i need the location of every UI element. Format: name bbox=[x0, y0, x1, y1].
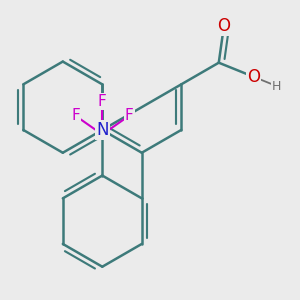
Text: O: O bbox=[218, 17, 230, 35]
Text: O: O bbox=[247, 68, 260, 86]
Text: H: H bbox=[272, 80, 281, 93]
Text: F: F bbox=[71, 108, 80, 123]
Text: N: N bbox=[96, 121, 109, 139]
Text: F: F bbox=[98, 94, 107, 109]
Text: F: F bbox=[125, 108, 134, 123]
